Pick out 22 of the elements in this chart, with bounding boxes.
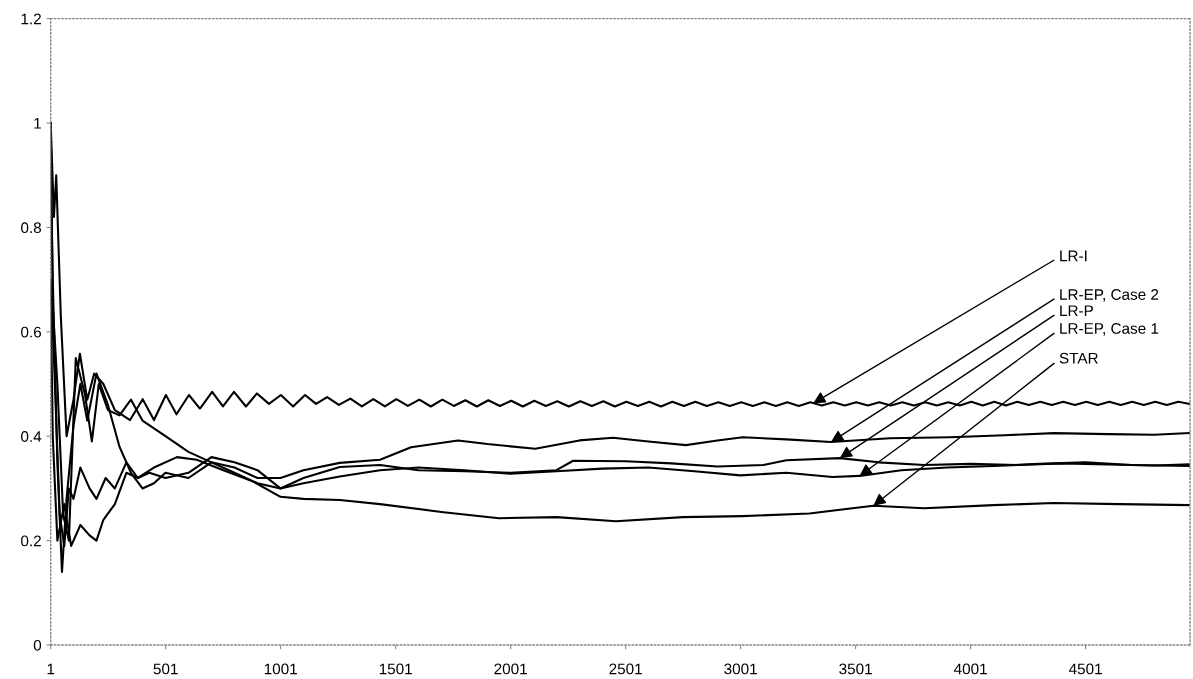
y-tick-label: 0.6 (21, 326, 42, 338)
x-tick-label: 3001 (724, 663, 757, 675)
x-tick-label: 2501 (609, 663, 642, 675)
x-tick-label: 501 (153, 663, 178, 675)
y-tick-label: 0.4 (21, 431, 42, 442)
y-tick-label: 1.2 (21, 13, 41, 25)
y-tick-label: 0 (33, 639, 42, 651)
x-tick-label: 1001 (264, 663, 297, 675)
x-tick-label: 1501 (379, 663, 412, 675)
annotation: LR-EP, Case 1 (1060, 323, 1159, 336)
annotation: LR-EP, Case 2 (1060, 289, 1159, 302)
y-tick-label: 0.2 (21, 535, 41, 547)
x-tick-label: 3501 (839, 663, 872, 675)
y-tick-label: 0.8 (21, 222, 42, 234)
x-tick-label: 4001 (953, 663, 987, 675)
annotation: LR-I (1060, 250, 1087, 262)
x-tick-label: 2001 (494, 663, 527, 675)
x-tick-label: 4501 (1068, 663, 1102, 675)
annotation: STAR (1059, 352, 1098, 364)
y-tick-label: 1 (34, 118, 41, 129)
annotation: LR-P (1060, 305, 1093, 316)
x-tick-label: 1 (47, 663, 55, 675)
